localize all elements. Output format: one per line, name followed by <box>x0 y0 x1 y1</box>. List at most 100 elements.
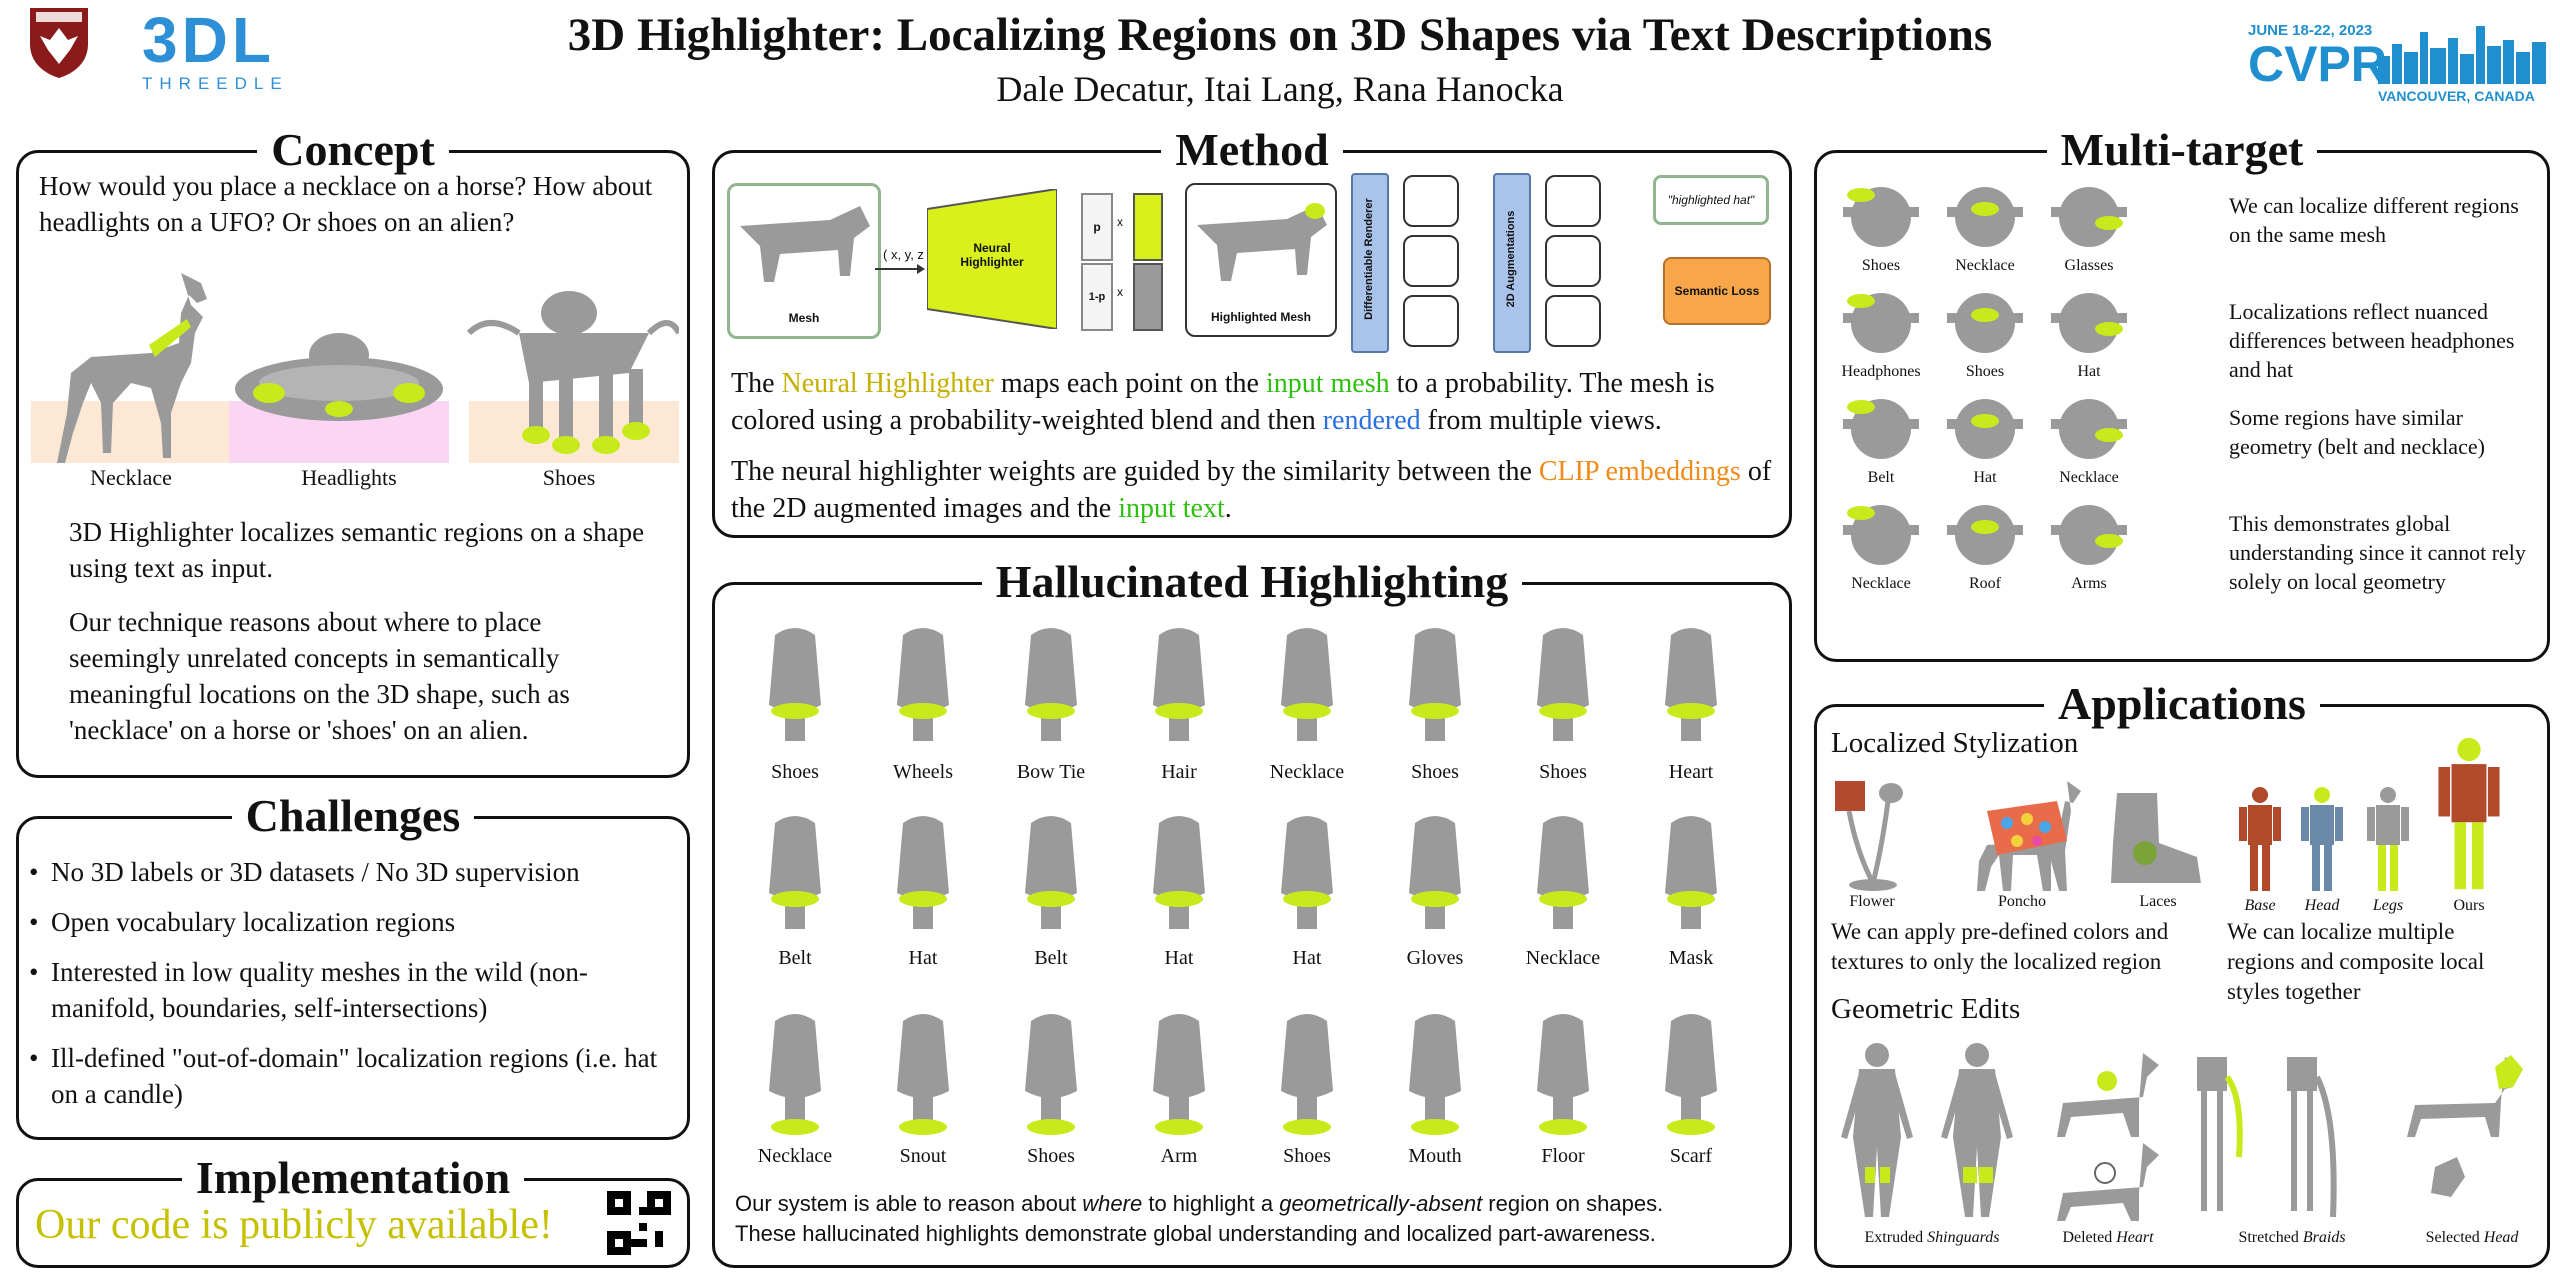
vancouver-skyline-icon <box>2378 26 2546 84</box>
composite-caption-label: Base <box>2244 897 2276 914</box>
augment-block: 2D Augmentations <box>1493 173 1531 353</box>
horse-necklace-image <box>31 253 231 468</box>
hallucinated-caption-label: Necklace <box>1525 947 1601 969</box>
styl-caption-flower: Flower <box>1849 893 1895 910</box>
hallucinated-caption-label: Gloves <box>1406 947 1464 969</box>
applications-title: Applications <box>2044 678 2320 729</box>
hallucinated-caption-label: Hat <box>1164 947 1194 969</box>
mesh-label: Mesh <box>788 311 820 325</box>
multitarget-caption-label: Hat <box>1973 469 1997 486</box>
threedle-logo: 3DL THREEDLE <box>142 8 322 104</box>
geo-caption-braids: Stretched Braids <box>2238 1229 2346 1246</box>
hallucinated-caption-label: Snout <box>899 1145 947 1167</box>
multitarget-shape-image <box>1935 489 2035 573</box>
hallucinated-caption-label: Belt <box>1034 947 1068 969</box>
multitarget-caption-label: Hat <box>2077 363 2101 380</box>
hallucinated-shape-image <box>1119 1001 1239 1141</box>
arrow-icon <box>875 264 925 274</box>
poster-title: 3D Highlighter: Localizing Regions on 3D… <box>567 9 1993 61</box>
hallucinated-caption-label: Necklace <box>1269 761 1345 783</box>
multitarget-caption-label: Shoes <box>1965 363 2005 380</box>
challenge-item: Interested in low quality meshes in the … <box>29 955 669 1027</box>
concept-question: How would you place a necklace on a hors… <box>39 171 653 237</box>
hallucinated-shape-image <box>1375 615 1495 755</box>
multitarget-caption-label: Headphones <box>1841 363 1921 380</box>
code-availability-text[interactable]: Our code is publicly available! <box>35 1202 553 1248</box>
render-view-2 <box>1403 235 1459 287</box>
hallucinated-caption-label: Bow Tie <box>1016 761 1086 783</box>
implementation-panel: Implementation Our code is publicly avai… <box>16 1152 690 1268</box>
multitarget-shape-image <box>1935 277 2035 361</box>
one-minus-p-box: 1-p <box>1081 263 1113 331</box>
aug-view-2 <box>1545 235 1601 287</box>
hallucinated-shape-image <box>1631 1001 1751 1141</box>
applications-panel: Applications Localized Stylization Flowe… <box>1814 678 2550 1268</box>
hallucinated-shape-image <box>1631 615 1751 755</box>
times-label: x <box>1117 285 1123 299</box>
highlight-color-swatch <box>1133 193 1163 261</box>
hallucinated-shape-image <box>991 615 1111 755</box>
concept-caption-necklace: Necklace <box>90 465 172 490</box>
method-panel: Method Mesh ( x, y, z ) Neural Highlight… <box>712 124 1792 538</box>
hallucinated-shape-image <box>863 615 983 755</box>
multitarget-shape-image <box>1831 489 1931 573</box>
geo-caption-head: Selected Head <box>2425 1229 2519 1246</box>
hallucinated-shape-image <box>1119 615 1239 755</box>
hallucinated-caption-label: Shoes <box>1411 761 1459 783</box>
hallucinated-shape-image <box>991 803 1111 943</box>
hallucinated-shape-image <box>863 803 983 943</box>
highlighted-mesh-label: Highlighted Mesh <box>1211 310 1311 324</box>
composite-figure-image <box>2363 785 2413 895</box>
multitarget-caption-label: Roof <box>1969 575 2001 592</box>
hallucinated-caption-label: Floor <box>1541 1145 1585 1167</box>
multitarget-shape-image <box>1935 171 2035 255</box>
concept-title: Concept <box>257 124 449 175</box>
styl-caption-poncho: Poncho <box>1998 893 2046 910</box>
head-edit-image <box>2395 1047 2535 1223</box>
multitarget-caption-label: Necklace <box>1851 575 1911 592</box>
multitarget-caption-label: Arms <box>2071 575 2107 592</box>
composite-text: We can localize multiple regions and com… <box>2227 919 2485 1004</box>
multitarget-description: Localizations reflect nuanced difference… <box>2229 299 2515 382</box>
alien-shoes-image <box>459 273 679 473</box>
poncho-stylization-image <box>1957 771 2087 895</box>
challenges-list: No 3D labels or 3D datasets / No 3D supe… <box>29 855 669 1126</box>
styl-caption-laces: Laces <box>2139 893 2177 910</box>
ufo-headlights-image <box>229 323 449 473</box>
cvpr-dates: JUNE 18-22, 2023 <box>2248 22 2373 39</box>
highlighted-mesh-box: Highlighted Mesh <box>1185 183 1337 337</box>
concept-paragraph-1: 3D Highlighter localizes semantic region… <box>69 517 645 583</box>
concept-panel: Concept How would you place a necklace o… <box>16 124 690 778</box>
stylization-text: We can apply pre-defined colors and text… <box>1831 919 2169 974</box>
hallucinated-caption-label: Hat <box>1292 947 1322 969</box>
qr-code-icon[interactable] <box>607 1191 671 1255</box>
multitarget-caption-label: Shoes <box>1861 257 1901 274</box>
threedle-logo-mark: 3DL <box>142 4 275 76</box>
multitarget-shape-image <box>2039 489 2139 573</box>
challenges-title: Challenges <box>231 790 475 841</box>
semantic-loss-block: Semantic Loss <box>1663 257 1771 325</box>
composite-caption-label: Legs <box>2372 897 2404 914</box>
multitarget-shape-image <box>1935 383 2035 467</box>
multitarget-description: We can localize different regions on the… <box>2229 193 2519 247</box>
composite-caption-label: Ours <box>2453 897 2485 914</box>
multitarget-shape-image <box>1831 383 1931 467</box>
multitarget-caption-label: Glasses <box>2064 257 2114 274</box>
flower-stylization-image <box>1827 773 1917 893</box>
input-text-term: input text <box>1118 493 1225 525</box>
multitarget-caption-label: Belt <box>1867 469 1895 486</box>
laces-stylization-image <box>2097 787 2207 891</box>
multitarget-description: Some regions have similar geometry (belt… <box>2229 405 2485 459</box>
hallucinated-shape-image <box>1503 615 1623 755</box>
concept-paragraph-2: Our technique reasons about where to pla… <box>69 607 570 745</box>
hallucinated-caption-label: Wheels <box>893 761 953 783</box>
multitarget-shape-image <box>1831 277 1931 361</box>
neural-highlighter-block: Neural Highlighter <box>926 187 1058 331</box>
hallucinated-title: Hallucinated Highlighting <box>981 556 1523 607</box>
concept-caption-shoes: Shoes <box>542 465 596 490</box>
hallucinated-shape-image <box>735 615 855 755</box>
composite-figure-image <box>2429 735 2509 895</box>
hallucinated-shape-image <box>1631 803 1751 943</box>
clip-embeddings-term: CLIP embeddings <box>1538 456 1741 487</box>
hallucinated-shape-image <box>1247 803 1367 943</box>
